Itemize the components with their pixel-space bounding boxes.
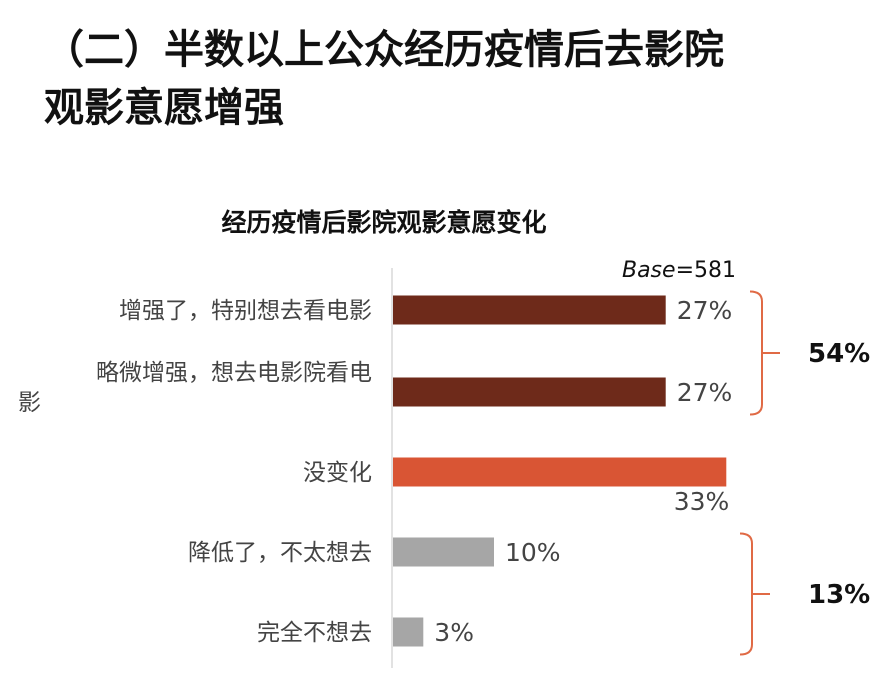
value-label-2: 27% [677, 378, 733, 407]
category-label-2-line-1: 略微增强，想去电影院看电 [96, 360, 372, 386]
value-label-4: 10% [505, 538, 561, 567]
group-label-1: 54% [808, 339, 870, 369]
bar-2 [393, 377, 666, 407]
base-label-value: =581 [676, 258, 736, 283]
chart-title: 经历疫情后影院观影意愿变化 [221, 208, 546, 237]
bar-1 [393, 295, 666, 325]
category-label-4: 降低了，不太想去 [188, 540, 372, 566]
bar-3 [393, 457, 727, 487]
heading-line-2: 观影意愿增强 [44, 85, 284, 131]
category-label-1: 增强了，特别想去看电影 [119, 298, 372, 324]
category-label-2-line-2: 影 [18, 390, 41, 416]
base-label-name: Base [622, 258, 676, 283]
group-bracket-2 [739, 532, 770, 656]
page-heading: （二）半数以上公众经历疫情后去影院 观影意愿增强 [44, 22, 844, 136]
value-label-1: 27% [677, 296, 733, 325]
base-label: Base=581 [622, 258, 736, 283]
value-label-5: 3% [434, 618, 474, 647]
group-label-2: 13% [808, 580, 870, 610]
value-label-3: 33% [674, 487, 730, 516]
heading-line-1: （二）半数以上公众经历疫情后去影院 [44, 27, 724, 73]
bar-5 [393, 617, 424, 647]
group-bracket-1 [749, 290, 780, 416]
bar-4 [393, 537, 494, 567]
category-label-5: 完全不想去 [257, 620, 372, 646]
category-label-3: 没变化 [303, 460, 372, 486]
